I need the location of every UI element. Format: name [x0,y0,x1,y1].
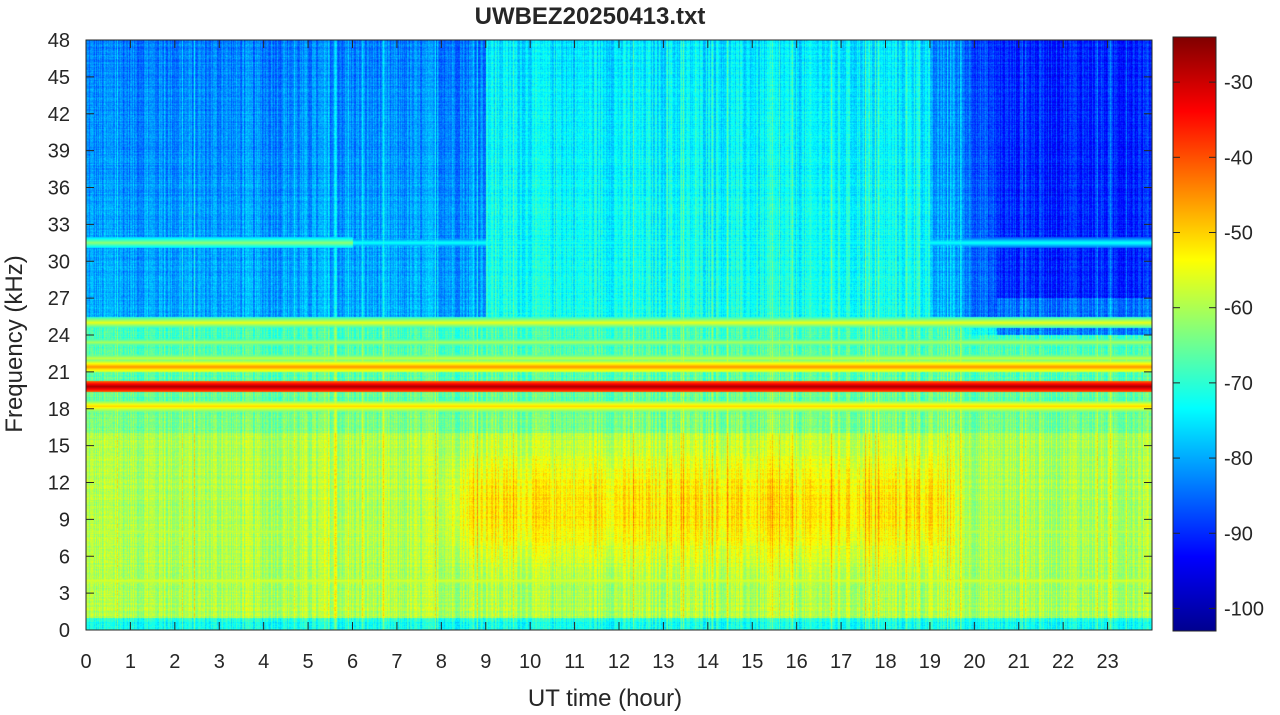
y-tick-label: 33 [48,214,70,236]
colorbar-tick-label: -70 [1224,373,1253,395]
y-tick-label: 48 [48,30,70,52]
x-tick-label: 19 [919,651,941,673]
colorbar-tick-label: -30 [1224,72,1253,94]
colorbar-tick-label: -80 [1224,448,1253,470]
colorbar-tick-label: -40 [1224,147,1253,169]
spectrogram-heatmap [86,40,1152,630]
colorbar-tick-label: -50 [1224,222,1253,244]
y-tick-label: 18 [48,399,70,421]
spectrogram-plot [85,39,1153,631]
y-tick-label: 24 [48,325,70,347]
y-tick-label: 21 [48,362,70,384]
x-tick-label: 15 [741,651,763,673]
y-tick-label: 0 [59,620,70,642]
y-tick-label: 3 [59,583,70,605]
y-tick-label: 9 [59,509,70,531]
colorbar-gradient [1173,37,1216,631]
heatmap-container [86,40,1152,630]
x-tick-label: 17 [830,651,852,673]
y-tick-label: 15 [48,436,70,458]
x-tick-label: 22 [1052,651,1074,673]
x-tick-label: 7 [391,651,402,673]
x-tick-label: 1 [125,651,136,673]
y-axis-label: Frequency (kHz) [1,255,28,432]
colorbar: -100 -90 -80 -70 -60 -50 -40 -30 [1172,36,1264,632]
x-tick-label: 13 [652,651,674,673]
x-tick-label: 8 [436,651,447,673]
y-tick-label: 42 [48,104,70,126]
x-tick-label: 2 [169,651,180,673]
x-tick-label: 6 [347,651,358,673]
colorbar-tick-label: -90 [1224,523,1253,545]
colorbar-tick-label: -60 [1224,298,1253,320]
x-tick-label: 12 [608,651,630,673]
x-tick-label: 11 [564,651,585,673]
x-tick-label: 16 [786,651,808,673]
y-tick-label: 45 [48,67,70,89]
x-axis-label: UT time (hour) [528,685,682,712]
y-tick-label: 39 [48,141,70,163]
colorbar-frame [1172,36,1217,632]
x-axis: 0 1 2 3 4 5 6 7 8 9 10 11 12 13 14 15 16 17 18 19 20 21 22 23 [80,40,1119,673]
y-tick-label: 30 [48,251,70,273]
x-tick-label: 4 [258,651,269,673]
colorbar-tick-label: -100 [1224,598,1264,620]
colorbar-ticks: -100 -90 -80 -70 -60 -50 -40 -30 [1173,72,1264,620]
x-tick-label: 3 [214,651,225,673]
chart-title: UWBEZ20250413.txt [475,3,706,30]
x-tick-label: 18 [874,651,896,673]
x-tick-label: 10 [519,651,541,673]
x-tick-label: 21 [1008,651,1030,673]
x-tick-label: 23 [1096,651,1118,673]
x-tick-label: 9 [480,651,491,673]
y-tick-label: 36 [48,178,70,200]
y-tick-label: 12 [48,473,70,495]
x-tick-label: 5 [303,651,314,673]
x-tick-label: 20 [963,651,985,673]
y-tick-label: 27 [48,288,70,310]
x-tick-label: 0 [80,651,91,673]
x-tick-label: 14 [697,651,719,673]
y-tick-label: 6 [59,546,70,568]
